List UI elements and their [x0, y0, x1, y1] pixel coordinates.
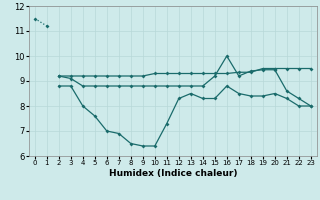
X-axis label: Humidex (Indice chaleur): Humidex (Indice chaleur) [108, 169, 237, 178]
